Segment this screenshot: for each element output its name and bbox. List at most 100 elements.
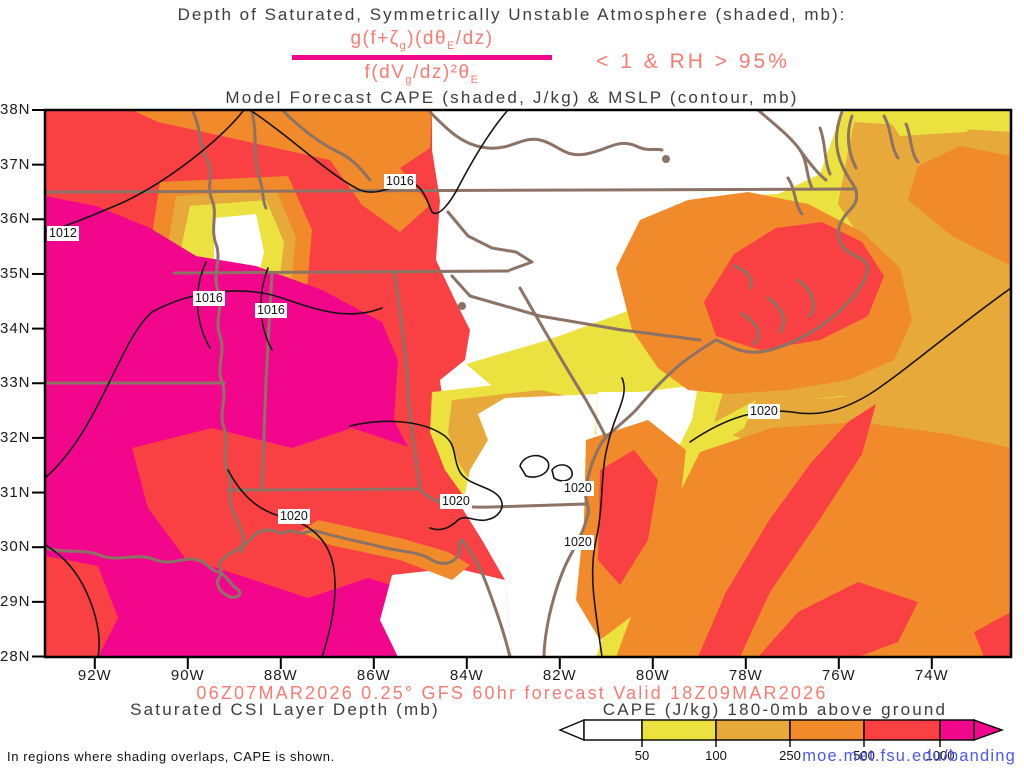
delaware-bay-1 bbox=[882, 114, 900, 160]
csi-layer-label: Saturated CSI Layer Depth (mb) bbox=[130, 700, 440, 719]
border-tn-nc bbox=[446, 210, 534, 272]
title-line1: Depth of Saturated, Symmetrically Unstab… bbox=[177, 5, 847, 24]
shade-orange-se-ocean bbox=[616, 422, 1011, 657]
border-ky-va bbox=[428, 110, 664, 157]
border-nc-sc bbox=[450, 274, 702, 342]
pamlico-2 bbox=[766, 296, 785, 334]
axis-ticks bbox=[32, 109, 933, 669]
lat-tick-label: 32N bbox=[0, 428, 31, 446]
shade-orange-rightedge bbox=[908, 146, 1011, 266]
lon-tick-label: 84W bbox=[449, 667, 484, 684]
colorbar-tick-label: 1000 bbox=[926, 748, 955, 763]
contour-1016-long bbox=[249, 110, 509, 215]
chesapeake-2 bbox=[818, 126, 832, 176]
cape-legend-label: CAPE (J/kg) 180-0mb above ground bbox=[602, 700, 948, 719]
mslp-contours bbox=[45, 110, 1011, 657]
border-tn-river bbox=[250, 110, 268, 210]
colorbar-segment bbox=[715, 719, 791, 741]
shade-red-bottomleft bbox=[45, 556, 118, 657]
csi-formula: g(f+ζg)(dθE/dz) f(dVg/dz)²θE bbox=[292, 28, 552, 86]
lon-tick-label: 90W bbox=[170, 667, 205, 684]
lon-tick-label: 76W bbox=[821, 667, 856, 684]
border-cumberland bbox=[280, 110, 372, 182]
fraction-bar bbox=[292, 54, 552, 60]
colorbar-tick-label: 100 bbox=[705, 748, 727, 763]
border-savannah-river bbox=[518, 286, 608, 440]
border-365n bbox=[45, 187, 858, 194]
contour-bottomleft bbox=[45, 544, 100, 657]
contour-1012 bbox=[45, 110, 245, 233]
colorbar-segment bbox=[789, 719, 865, 741]
contour-small-loop-1 bbox=[519, 454, 550, 478]
lat-tick-label: 31N bbox=[0, 483, 31, 501]
border-mississippi-river bbox=[190, 110, 245, 554]
contour-1020-gulf-loop bbox=[349, 420, 503, 531]
coast-gulf bbox=[45, 528, 512, 657]
mslp-contour-label: 1016 bbox=[193, 291, 225, 307]
colorbar-tick-label: 50 bbox=[635, 748, 649, 763]
chesapeake-3 bbox=[786, 176, 804, 216]
shade-red-se-bottom bbox=[758, 582, 918, 657]
formula-condition: < 1 & RH > 95% bbox=[596, 50, 790, 73]
contour-1020-ga-coast bbox=[591, 377, 625, 657]
contour-small-loop-2 bbox=[551, 464, 573, 482]
lat-tick-label: 37N bbox=[0, 155, 31, 173]
shade-red-se-corner bbox=[974, 612, 1011, 657]
lake-blob-2 bbox=[458, 302, 466, 310]
lon-tick-label: 88W bbox=[263, 667, 298, 684]
lon-tick-label: 86W bbox=[356, 667, 391, 684]
formula-denominator: f(dVg/dz)²θE bbox=[364, 61, 480, 86]
lat-tick-label: 35N bbox=[0, 264, 31, 282]
mslp-contour-label: 1016 bbox=[255, 303, 287, 319]
pamlico-4 bbox=[732, 264, 753, 290]
colorbar-segment bbox=[939, 719, 975, 741]
shade-orange-topleft bbox=[132, 110, 432, 232]
lat-tick-label: 28N bbox=[0, 647, 31, 665]
lon-tick-label: 92W bbox=[77, 667, 112, 684]
mslp-contour-label: 1020 bbox=[748, 404, 780, 420]
colorbar-tick-label: 500 bbox=[853, 748, 875, 763]
mslp-contour-label: 1016 bbox=[384, 174, 416, 190]
shade-white-south-ga bbox=[462, 394, 598, 657]
shade-yellow-topright bbox=[884, 112, 992, 136]
mslp-contour-label: 1020 bbox=[440, 494, 472, 510]
cape-colorbar: 50 100 250 500 1000 bbox=[558, 718, 1005, 763]
lat-tick-label: 34N bbox=[0, 319, 31, 337]
forecast-date-line: 06Z07MAR2026 0.25° GFS 60hr forecast Val… bbox=[196, 683, 828, 703]
delmarva bbox=[847, 114, 858, 170]
chesapeake-1 bbox=[798, 148, 814, 190]
border-al-fl-31n bbox=[260, 487, 422, 492]
mslp-contour-label: 1020 bbox=[562, 535, 594, 551]
mslp-contour-label: 1020 bbox=[278, 509, 310, 525]
colorbar-segment bbox=[641, 719, 717, 741]
formula-numerator: g(f+ζg)(dθE/dz) bbox=[350, 28, 494, 52]
lon-tick-label: 82W bbox=[542, 667, 577, 684]
contour-1020-la bbox=[227, 469, 336, 657]
contour-1020-nc bbox=[689, 287, 1011, 443]
lon-tick-label: 80W bbox=[635, 667, 670, 684]
lon-tick-label: 74W bbox=[914, 667, 949, 684]
lat-tick-label: 33N bbox=[0, 374, 31, 392]
shade-orange-panhandle bbox=[300, 520, 470, 580]
shade-yellow-se-streak bbox=[700, 400, 756, 452]
shade-red-se-diagonal bbox=[698, 404, 876, 657]
site-url-link[interactable]: moe.met.fsu.edu/banding bbox=[802, 747, 1016, 765]
border-al-ga bbox=[392, 269, 422, 491]
colorbar-left-arrow bbox=[558, 718, 585, 742]
title-line2: Model Forecast CAPE (shaded, J/kg) & MSL… bbox=[225, 88, 799, 107]
shade-white-gulf bbox=[380, 568, 512, 657]
lat-tick-label: 36N bbox=[0, 210, 31, 228]
colorbar-segment bbox=[583, 719, 643, 741]
colorbar-tick-label: 250 bbox=[779, 748, 801, 763]
pamlico-3 bbox=[740, 312, 760, 346]
mslp-contour-label: 1012 bbox=[47, 226, 79, 242]
lake-blob-1 bbox=[662, 155, 670, 163]
lon-tick-label: 78W bbox=[728, 667, 763, 684]
lat-tick-label: 29N bbox=[0, 592, 31, 610]
overlap-note: In regions where shading overlaps, CAPE … bbox=[7, 749, 335, 764]
colorbar-right-arrow bbox=[973, 719, 1005, 741]
mslp-contour-label: 1020 bbox=[562, 481, 594, 497]
pamlico-1 bbox=[796, 278, 815, 318]
